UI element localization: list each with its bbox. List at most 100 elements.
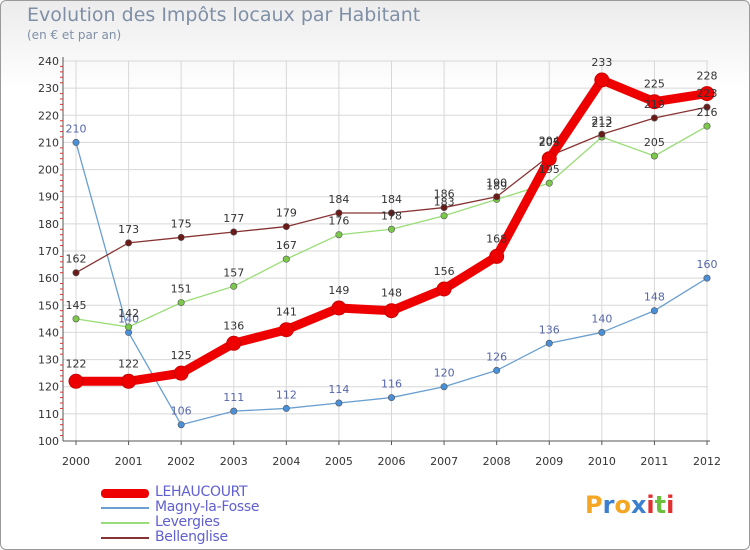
data-point — [440, 204, 448, 212]
data-point — [598, 130, 606, 138]
data-point — [72, 315, 80, 323]
data-point — [594, 72, 610, 88]
data-point — [493, 366, 501, 374]
data-point — [68, 373, 84, 389]
data-point — [230, 228, 238, 236]
legend-label-magny-la-fosse: Magny-la-Fosse — [155, 499, 260, 515]
data-point — [650, 152, 658, 160]
data-point — [541, 151, 557, 167]
data-label: 126 — [486, 350, 507, 363]
x-tick-label: 2004 — [272, 455, 300, 468]
data-label: 179 — [276, 207, 297, 220]
legend-swatch-magny-la-fosse — [101, 507, 149, 509]
x-tick-labels: 2000 2001 2002 2003 2004 2005 2006 2007 2008 2009… — [62, 455, 721, 468]
chart-subtitle: (en € et par an) — [27, 28, 122, 42]
x-tick-label: 2011 — [640, 455, 668, 468]
data-point — [121, 373, 137, 389]
data-point — [387, 394, 395, 402]
data-label: 141 — [276, 306, 297, 319]
data-label: 205 — [539, 136, 560, 149]
data-label: 142 — [118, 307, 139, 320]
y-tick-label: 120 — [38, 381, 59, 394]
data-label: 162 — [66, 253, 87, 266]
legend-item-bellenglise: Bellenglise — [101, 529, 361, 545]
data-label: 160 — [697, 258, 718, 271]
x-tick-label: 2000 — [62, 455, 90, 468]
x-tick-label: 2003 — [220, 455, 248, 468]
data-point — [335, 209, 343, 217]
data-label: 168 — [486, 232, 507, 245]
legend-label-levergies: Levergies — [155, 514, 220, 530]
y-tick-label: 150 — [38, 299, 59, 312]
data-label: 228 — [697, 70, 718, 83]
data-point — [650, 114, 658, 122]
data-label: 140 — [118, 312, 139, 325]
legend-item-lehaucourt: LEHAUCOURT — [101, 484, 361, 500]
data-label: 210 — [66, 122, 87, 135]
data-point — [335, 399, 343, 407]
data-labels: 210 140 106 111 112 114 116 120 126 136 140 148 160 1… — [66, 56, 718, 418]
data-point — [440, 212, 448, 220]
y-tick-label: 230 — [38, 82, 59, 95]
y-tick-label: 110 — [38, 408, 59, 421]
data-point — [230, 282, 238, 290]
data-label: 149 — [328, 284, 349, 297]
data-label: 205 — [644, 136, 665, 149]
y-tick-label: 170 — [38, 245, 59, 258]
data-point — [387, 225, 395, 233]
legend-label-bellenglise: Bellenglise — [155, 529, 228, 545]
data-point — [125, 323, 133, 331]
x-tick-label: 2012 — [693, 455, 721, 468]
data-label: 151 — [171, 283, 192, 296]
y-tick-label: 210 — [38, 136, 59, 149]
data-label: 175 — [171, 217, 192, 230]
legend-swatch-bellenglise — [101, 537, 149, 539]
legend-item-magny-la-fosse: Magny-la-Fosse — [101, 499, 361, 515]
data-label: 106 — [171, 405, 192, 418]
x-tick-label: 2010 — [588, 455, 616, 468]
data-point — [173, 365, 189, 381]
data-label: 233 — [591, 56, 612, 69]
x-tick-label: 2007 — [430, 455, 458, 468]
logo-letter: i — [646, 491, 655, 519]
data-point — [387, 209, 395, 217]
legend: LEHAUCOURT Magny-la-Fosse Levergies Bell… — [101, 484, 361, 545]
y-tick-label: 180 — [38, 218, 59, 231]
data-point — [703, 122, 711, 130]
data-label: 204 — [539, 135, 560, 148]
data-label: 195 — [539, 163, 560, 176]
data-label: 212 — [591, 117, 612, 130]
data-point — [646, 94, 662, 110]
data-label: 120 — [434, 367, 455, 380]
y-tick-label: 240 — [38, 55, 59, 68]
x-tick-label: 2005 — [325, 455, 353, 468]
data-label: 223 — [697, 87, 718, 100]
data-label: 186 — [434, 188, 455, 201]
data-label: 148 — [644, 291, 665, 304]
data-label: 136 — [223, 319, 244, 332]
data-label: 148 — [381, 287, 402, 300]
logo-letter: i — [666, 491, 675, 519]
data-point — [282, 255, 290, 263]
legend-item-levergies: Levergies — [101, 514, 361, 530]
data-point — [598, 328, 606, 336]
data-label: 140 — [591, 312, 612, 325]
chart-title: Evolution des Impôts locaux par Habitant — [27, 4, 421, 26]
y-tick-labels: 100 110 120 130 140 150 160 170 180 190 200 210 220 2… — [38, 55, 59, 448]
y-tick-label: 190 — [38, 191, 59, 204]
logo-letter: P — [585, 491, 603, 519]
x-tick-label: 2008 — [483, 455, 511, 468]
logo-letter: t — [654, 491, 667, 519]
data-label: 122 — [66, 357, 87, 370]
grid — [63, 60, 708, 442]
data-point — [699, 86, 715, 102]
data-point — [331, 300, 347, 316]
data-label: 136 — [539, 323, 560, 336]
x-tick-label: 2001 — [115, 455, 143, 468]
data-label: 122 — [118, 357, 139, 370]
logo-letter: r — [602, 491, 615, 519]
series-lines — [68, 72, 715, 429]
data-label: 219 — [644, 98, 665, 111]
data-label: 189 — [486, 179, 507, 192]
